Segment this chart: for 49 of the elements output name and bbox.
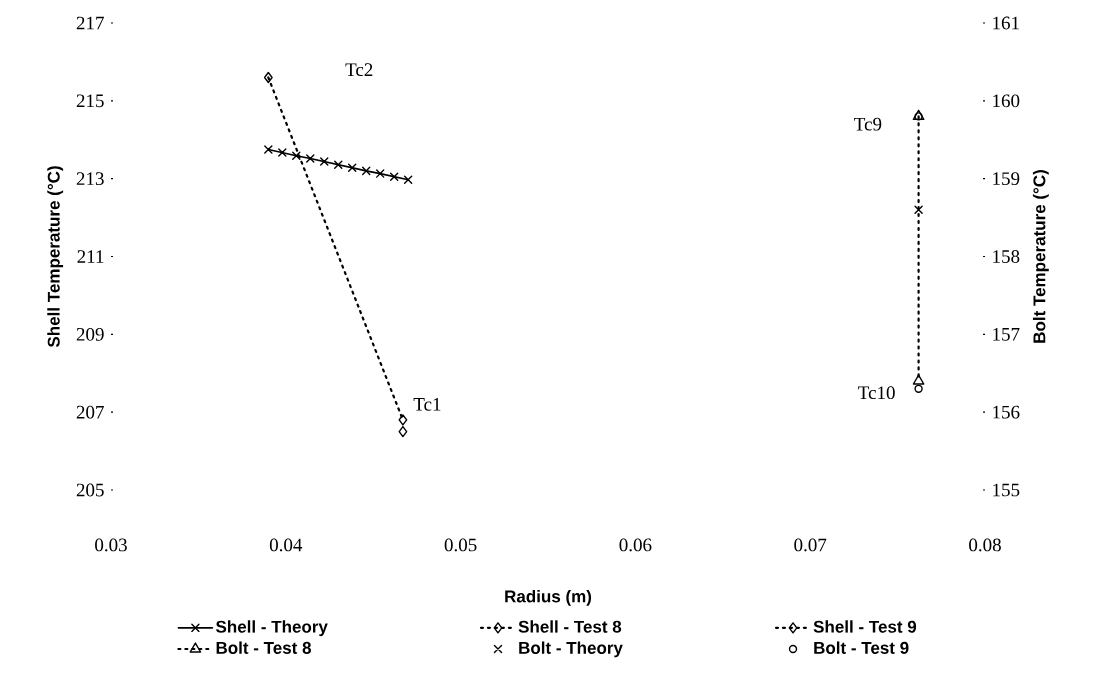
y2-axis-title: Bolt Temperature (°C) (1032, 170, 1049, 343)
point (398, 414, 408, 426)
y2-tick-label: 157 (993, 327, 1020, 341)
point (398, 425, 408, 438)
x-tick-label: 0.05 (444, 538, 477, 552)
annotation: Tc1 (413, 398, 441, 411)
annotation: Tc10 (858, 386, 895, 400)
annotation: Tc9 (854, 117, 882, 131)
y-tick-label: 207 (76, 405, 104, 419)
point (306, 154, 315, 163)
legend-label: Shell - Test 9 (813, 620, 917, 633)
y-tick-label: 209 (76, 327, 104, 341)
point (348, 163, 357, 172)
legend-label: Bolt - Test 9 (814, 641, 909, 654)
point (914, 205, 923, 215)
x-tick-label: 0.07 (794, 538, 827, 552)
point (403, 175, 413, 185)
x-tick-label: 0.04 (269, 538, 303, 552)
point (278, 148, 287, 157)
y-tick-label: 205 (76, 483, 104, 497)
point (914, 384, 923, 393)
y-tick-label: 215 (76, 94, 104, 108)
y-axis-title: Shell Temperature (°C) (47, 166, 64, 348)
legend-label: Shell - Theory (215, 620, 328, 637)
x-tick-label: 0.06 (619, 538, 652, 552)
point (334, 160, 343, 169)
legend-label: Bolt - Theory (519, 641, 623, 658)
y-tick-label: 211 (77, 250, 104, 263)
point (375, 169, 385, 178)
x-tick-label: 0.08 (969, 538, 1001, 552)
x-tick-label: 0.03 (95, 538, 127, 552)
x-axis-title: Radius (m) (505, 589, 592, 606)
point (263, 71, 273, 84)
point (264, 145, 273, 154)
y2-tick-label: 155 (993, 483, 1020, 497)
point (320, 157, 329, 166)
annotation: Tc2 (345, 63, 373, 77)
legend-label: Shell - Test 8 (518, 620, 622, 633)
y2-tick-label: 158 (993, 250, 1020, 263)
legend-label: Bolt - Test 8 (216, 641, 311, 654)
y-tick-label: 213 (76, 172, 104, 186)
y-tick-label: 217 (76, 16, 104, 30)
point (292, 151, 301, 160)
point (389, 172, 399, 181)
point (361, 166, 371, 176)
y2-tick-label: 159 (993, 172, 1020, 186)
y2-tick-label: 160 (993, 94, 1020, 108)
y2-tick-label: 156 (993, 405, 1020, 419)
y2-tick-label: 161 (993, 16, 1019, 30)
